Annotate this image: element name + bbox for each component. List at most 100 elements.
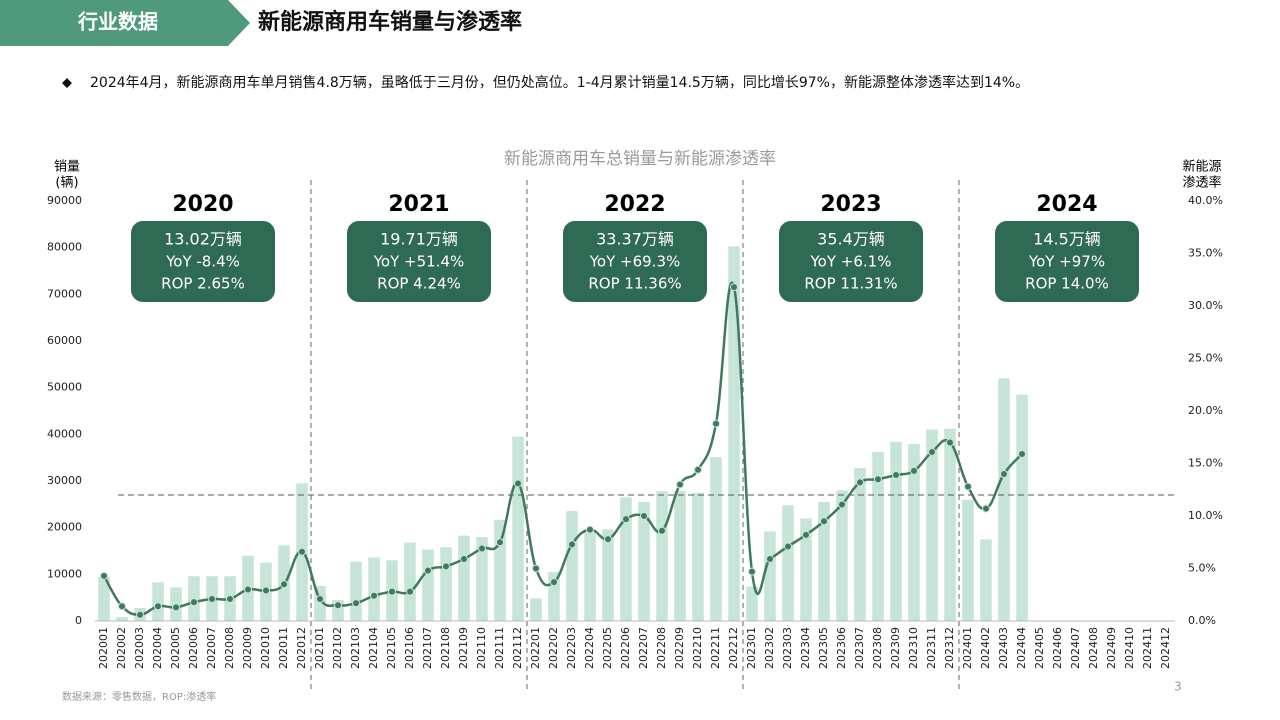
- year-label: 2023: [820, 192, 881, 217]
- line-marker: [244, 585, 252, 594]
- bar: [494, 519, 506, 621]
- line-marker: [334, 601, 342, 610]
- x-tick-label: 202008: [223, 627, 236, 669]
- year-label: 2020: [172, 192, 233, 217]
- y-axis-label: 销量: [54, 160, 80, 175]
- header-tab: [0, 0, 250, 46]
- bar: [584, 532, 596, 621]
- line-marker: [802, 530, 810, 539]
- y-tick-label: 80000: [47, 241, 82, 254]
- bar: [980, 539, 992, 621]
- bar: [872, 452, 884, 621]
- bar: [620, 497, 632, 621]
- bar: [998, 378, 1010, 621]
- x-tick-label: 202401: [961, 627, 974, 669]
- y2-tick-label: 10.0%: [1188, 509, 1223, 522]
- y-axis-label: (辆): [55, 176, 78, 191]
- x-tick-label: 202102: [331, 627, 344, 669]
- header-tab-text: 行业数据: [77, 10, 158, 34]
- bullet-icon: ◆: [62, 76, 72, 91]
- bar: [404, 542, 416, 621]
- x-tick-label: 202405: [1033, 627, 1046, 669]
- annotation-text: 33.37万辆: [596, 230, 674, 249]
- x-tick-label: 202403: [997, 627, 1010, 669]
- line-marker: [100, 571, 108, 580]
- annotation-text: YoY +51.4%: [373, 253, 465, 271]
- x-tick-label: 202203: [565, 627, 578, 669]
- bar: [152, 582, 164, 621]
- x-tick-label: 202003: [133, 627, 146, 669]
- y2-tick-label: 25.0%: [1188, 352, 1223, 365]
- x-tick-label: 202104: [367, 627, 380, 669]
- bar: [890, 441, 902, 621]
- line-marker: [190, 598, 198, 607]
- bar: [710, 457, 722, 621]
- y2-tick-label: 40.0%: [1188, 194, 1223, 207]
- bar: [350, 561, 362, 621]
- annotation-box: [779, 221, 923, 302]
- line-marker: [946, 438, 954, 447]
- bar: [836, 490, 848, 621]
- x-tick-label: 202307: [853, 627, 866, 669]
- y2-tick-label: 30.0%: [1188, 299, 1223, 312]
- x-tick-label: 202312: [943, 627, 956, 669]
- bar: [602, 529, 614, 621]
- x-tick-label: 202207: [637, 627, 650, 669]
- bar: [548, 572, 560, 621]
- bar: [854, 467, 866, 621]
- bar: [1016, 394, 1028, 621]
- line-marker: [1018, 450, 1026, 459]
- y-tick-label: 70000: [47, 287, 82, 300]
- bar: [692, 492, 704, 621]
- x-tick-label: 202404: [1015, 627, 1028, 669]
- line-marker: [1000, 470, 1008, 478]
- y-tick-label: 90000: [47, 194, 82, 207]
- annotation-text: ROP 11.31%: [804, 275, 897, 293]
- annotation-text: YoY +6.1%: [810, 253, 892, 271]
- x-tick-label: 202107: [421, 627, 434, 669]
- y2-axis-label: 渗透率: [1182, 175, 1221, 191]
- x-tick-label: 202308: [871, 627, 884, 669]
- x-tick-label: 202409: [1105, 627, 1118, 669]
- y2-tick-label: 0.0%: [1188, 614, 1216, 627]
- x-tick-label: 202304: [799, 627, 812, 669]
- line-marker: [784, 542, 792, 551]
- line-marker: [442, 562, 450, 571]
- line-marker: [136, 610, 144, 619]
- line-marker: [856, 478, 864, 487]
- penetration-line: [102, 281, 1023, 616]
- annotation-text: ROP 2.65%: [161, 275, 245, 293]
- line-marker: [352, 599, 360, 608]
- annotation-text: 14.5万辆: [1033, 230, 1101, 249]
- x-tick-label: 202406: [1051, 627, 1064, 669]
- header-title: 新能源商用车销量与渗透率: [258, 9, 522, 35]
- x-tick-label: 202408: [1087, 627, 1100, 669]
- y2-tick-label: 35.0%: [1188, 247, 1223, 260]
- annotation-box: [563, 221, 707, 302]
- x-tick-label: 202306: [835, 627, 848, 669]
- line-marker: [766, 555, 774, 564]
- bar: [746, 586, 758, 621]
- bar: [764, 531, 776, 621]
- x-tick-label: 202411: [1141, 627, 1154, 669]
- line-marker: [892, 471, 900, 480]
- x-tick-label: 202206: [619, 627, 632, 669]
- x-tick-label: 202212: [727, 627, 740, 669]
- line-marker: [280, 580, 288, 589]
- x-tick-label: 202109: [457, 627, 470, 669]
- x-tick-label: 202201: [529, 627, 542, 669]
- bar: [566, 510, 578, 621]
- y-tick-label: 30000: [47, 474, 82, 487]
- annotation-text: 13.02万辆: [164, 230, 242, 249]
- x-tick-label: 202002: [115, 627, 128, 669]
- line-marker: [388, 587, 396, 596]
- bar: [800, 518, 812, 621]
- annotation-text: 35.4万辆: [817, 230, 885, 249]
- bar: [530, 598, 542, 621]
- x-tick-label: 202205: [601, 627, 614, 669]
- bar: [908, 444, 920, 621]
- bar: [512, 436, 524, 621]
- x-tick-label: 202311: [925, 627, 938, 669]
- x-tick-label: 202004: [151, 627, 164, 669]
- bar: [476, 537, 488, 621]
